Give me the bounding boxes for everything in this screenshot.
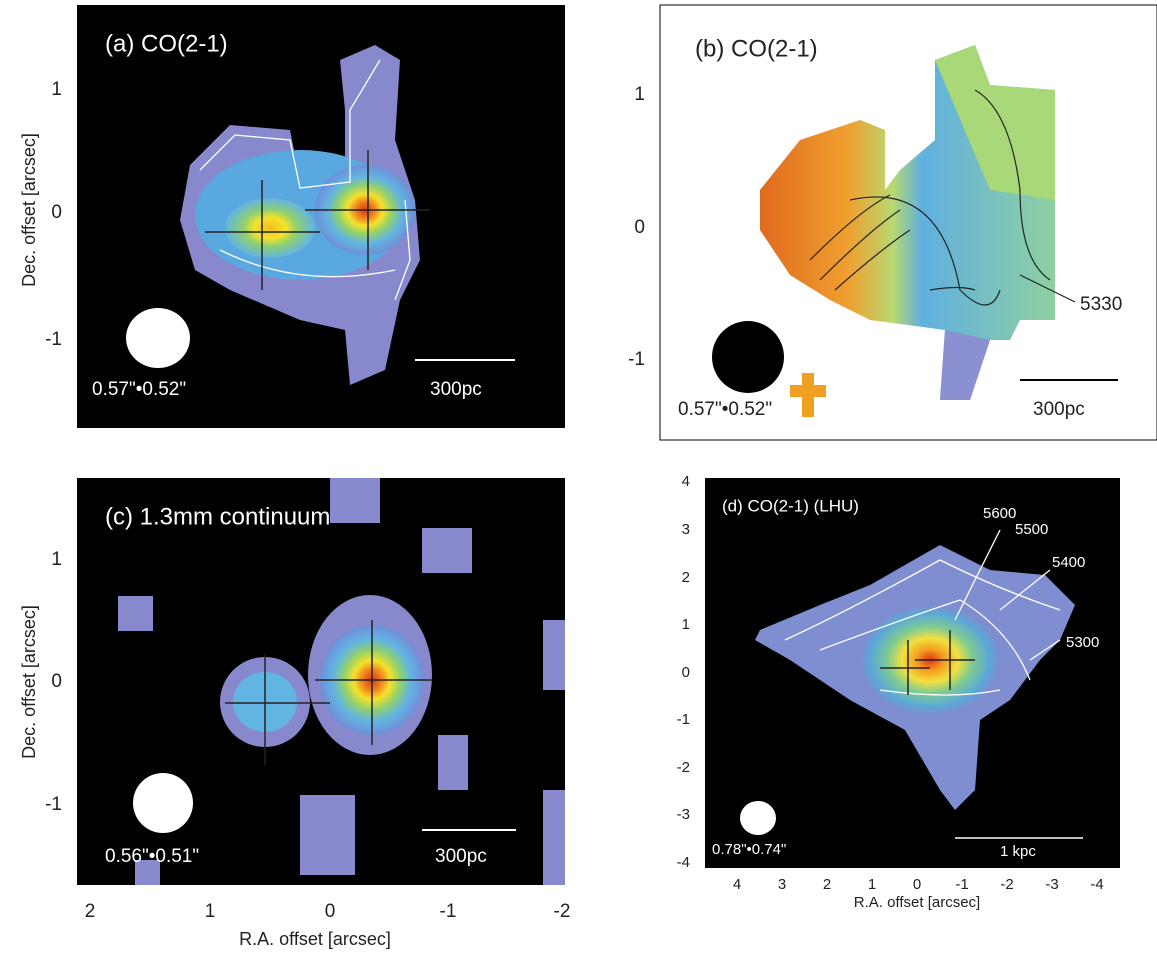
x-tick-label: 1 — [868, 876, 876, 893]
y-tick-label: 0 — [634, 217, 645, 238]
contour-label: 5330 — [1080, 294, 1122, 315]
scale-label: 1 kpc — [1000, 843, 1036, 860]
y-tick-label: 3 — [682, 521, 690, 538]
contour-label: 5600 — [983, 505, 1016, 522]
y-tick-label: 4 — [682, 473, 690, 490]
y-tick-label: 1 — [682, 616, 690, 633]
y-axis-label: Dec. offset [arcsec] — [19, 133, 39, 287]
x-tick-label: -4 — [1090, 876, 1103, 893]
x-tick-label: 1 — [205, 901, 216, 922]
x-tick-label: -2 — [554, 901, 571, 922]
y-tick-label: 2 — [682, 569, 690, 586]
x-tick-label: -3 — [1045, 876, 1058, 893]
x-tick-label: -1 — [440, 901, 457, 922]
panel-label: (b) CO(2-1) — [695, 35, 818, 62]
scale-label: 300pc — [435, 846, 487, 867]
panel-label: (d) CO(2-1) (LHU) — [722, 496, 859, 515]
y-tick-label: -1 — [45, 329, 62, 350]
x-axis-label: R.A. offset [arcsec] — [239, 929, 391, 949]
scale-label: 300pc — [430, 379, 482, 400]
x-axis-label: R.A. offset [arcsec] — [854, 894, 980, 911]
contour-label: 5500 — [1015, 521, 1048, 538]
figure: (a) CO(2-1) 0.57"•0.52" 300pc Dec. offse… — [0, 0, 1157, 953]
x-tick-label: 3 — [778, 876, 786, 893]
y-tick-label: 1 — [634, 84, 645, 105]
beam — [740, 801, 776, 835]
x-tick-label: 2 — [823, 876, 831, 893]
beam-label: 0.57"•0.52" — [678, 399, 772, 420]
scale-label: 300pc — [1033, 399, 1085, 420]
x-tick-label: 2 — [85, 901, 96, 922]
y-tick-label: 0 — [682, 664, 690, 681]
x-tick-label: -1 — [955, 876, 968, 893]
y-tick-label: -2 — [677, 759, 690, 776]
contour-label: 5400 — [1052, 554, 1085, 571]
y-tick-label: -1 — [45, 794, 62, 815]
beam — [712, 321, 784, 393]
y-tick-label: 1 — [51, 549, 62, 570]
y-tick-label: -1 — [677, 711, 690, 728]
y-tick-label: -4 — [677, 854, 690, 871]
beam-label: 0.57"•0.52" — [92, 379, 186, 400]
y-tick-label: -1 — [628, 349, 645, 370]
x-tick-label: 0 — [913, 876, 921, 893]
panel-label: (a) CO(2-1) — [105, 30, 228, 57]
x-tick-label: -2 — [1000, 876, 1013, 893]
y-tick-label: 1 — [51, 79, 62, 100]
x-tick-label: 0 — [325, 901, 336, 922]
y-tick-label: 0 — [51, 202, 62, 223]
beam — [126, 308, 190, 368]
beam-label: 0.56"•0.51" — [105, 846, 199, 867]
y-axis-label: Dec. offset [arcsec] — [19, 605, 39, 759]
beam — [133, 773, 193, 833]
y-tick-label: 0 — [51, 671, 62, 692]
y-tick-label: -3 — [677, 806, 690, 823]
beam-label: 0.78"•0.74" — [712, 841, 786, 858]
panel-label: (c) 1.3mm continuum — [105, 503, 330, 530]
contour-label: 5300 — [1066, 634, 1099, 651]
x-tick-label: 4 — [733, 876, 741, 893]
panel-a-peak — [225, 198, 315, 258]
